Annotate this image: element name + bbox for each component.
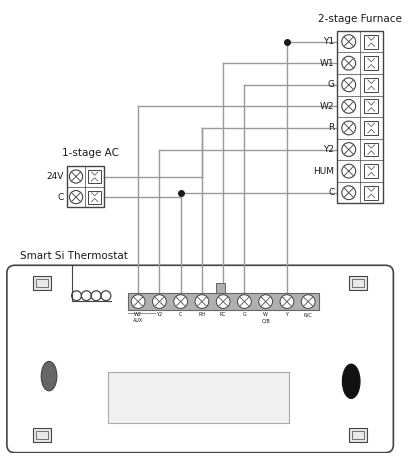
Text: 24V: 24V xyxy=(46,172,64,181)
Bar xyxy=(348,428,366,442)
Circle shape xyxy=(341,56,355,70)
Text: Y2: Y2 xyxy=(156,313,162,317)
Text: 2-stage Furnace: 2-stage Furnace xyxy=(317,14,401,24)
Text: W2
AUX: W2 AUX xyxy=(133,313,143,323)
Bar xyxy=(36,279,48,287)
Bar xyxy=(88,170,101,183)
Bar xyxy=(364,121,377,135)
Circle shape xyxy=(237,295,251,308)
Circle shape xyxy=(152,295,166,308)
Circle shape xyxy=(195,295,208,308)
Text: Y1: Y1 xyxy=(323,37,334,46)
Bar xyxy=(88,191,101,204)
Text: N/C: N/C xyxy=(303,313,312,317)
Text: W1: W1 xyxy=(319,58,334,68)
Text: C: C xyxy=(179,313,182,317)
Text: RC: RC xyxy=(219,313,226,317)
Circle shape xyxy=(69,170,83,183)
Text: G: G xyxy=(242,313,246,317)
Circle shape xyxy=(341,164,355,178)
Bar xyxy=(364,56,377,70)
Text: Y: Y xyxy=(285,313,288,317)
Circle shape xyxy=(301,295,314,308)
Ellipse shape xyxy=(41,361,57,391)
Bar xyxy=(364,100,377,113)
Bar xyxy=(67,166,104,207)
Bar xyxy=(351,431,363,439)
Circle shape xyxy=(173,295,187,308)
FancyBboxPatch shape xyxy=(7,265,392,452)
Bar xyxy=(351,279,363,287)
Circle shape xyxy=(69,191,83,204)
Text: W2: W2 xyxy=(319,102,334,111)
Circle shape xyxy=(341,143,355,156)
Bar xyxy=(337,31,382,203)
Circle shape xyxy=(341,78,355,92)
Text: Smart Si Thermostat: Smart Si Thermostat xyxy=(20,251,127,261)
Bar xyxy=(108,372,289,423)
Circle shape xyxy=(216,295,229,308)
Bar xyxy=(36,431,48,439)
Bar xyxy=(348,276,366,290)
Text: C: C xyxy=(57,192,64,202)
Text: G: G xyxy=(327,80,334,89)
Text: C: C xyxy=(328,188,334,197)
Bar xyxy=(364,78,377,92)
Text: Y2: Y2 xyxy=(323,145,334,154)
Bar xyxy=(364,164,377,178)
Text: W
O/B: W O/B xyxy=(261,313,270,323)
Bar xyxy=(33,428,51,442)
Bar xyxy=(364,143,377,156)
Bar xyxy=(364,35,377,48)
Bar xyxy=(364,186,377,200)
Text: R: R xyxy=(328,123,334,133)
Bar xyxy=(127,293,318,310)
Text: RH: RH xyxy=(198,313,205,317)
Text: HUM: HUM xyxy=(313,167,334,175)
Ellipse shape xyxy=(342,364,359,399)
Circle shape xyxy=(258,295,272,308)
Circle shape xyxy=(341,35,355,48)
Circle shape xyxy=(279,295,293,308)
Text: 1-stage AC: 1-stage AC xyxy=(62,149,119,159)
Circle shape xyxy=(341,100,355,113)
Bar xyxy=(33,276,51,290)
Circle shape xyxy=(341,121,355,135)
Bar xyxy=(215,283,225,293)
Circle shape xyxy=(341,186,355,200)
Circle shape xyxy=(131,295,145,308)
